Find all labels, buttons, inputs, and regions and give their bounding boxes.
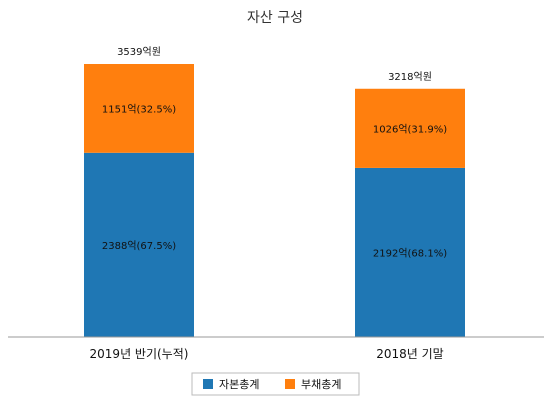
x-axis-ticks: 2019년 반기(누적) 2018년 기말 <box>90 347 444 361</box>
legend-label: 자본총계 <box>219 378 259 391</box>
bar-segment-equity-0 <box>84 152 194 337</box>
legend-swatch <box>203 379 213 389</box>
total-label: 3539억원 <box>117 46 161 58</box>
legend-label: 부채총계 <box>301 378 341 391</box>
bar-segment-liability-0 <box>84 64 194 153</box>
data-label: 2388억(67.5%) <box>102 240 176 252</box>
bars-layer: 2388억(67.5%) 1151억(32.5%) 3539억원 2192억(68.1… <box>84 46 465 337</box>
chart-title: 자산 구성 <box>247 10 303 26</box>
bar-segment-equity-1 <box>355 167 465 337</box>
total-label: 3218억원 <box>388 71 432 83</box>
data-label: 1026억(31.9%) <box>373 123 447 135</box>
legend-swatch <box>285 379 295 389</box>
legend: 자본총계 부채총계 <box>191 372 360 396</box>
bar-segment-liability-1 <box>355 88 465 168</box>
data-label: 1151억(32.5%) <box>102 103 176 115</box>
data-label: 2192억(68.1%) <box>373 247 447 259</box>
legend-border <box>191 372 360 396</box>
x-tick-label: 2018년 기말 <box>376 347 443 361</box>
x-tick-label: 2019년 반기(누적) <box>90 347 189 361</box>
